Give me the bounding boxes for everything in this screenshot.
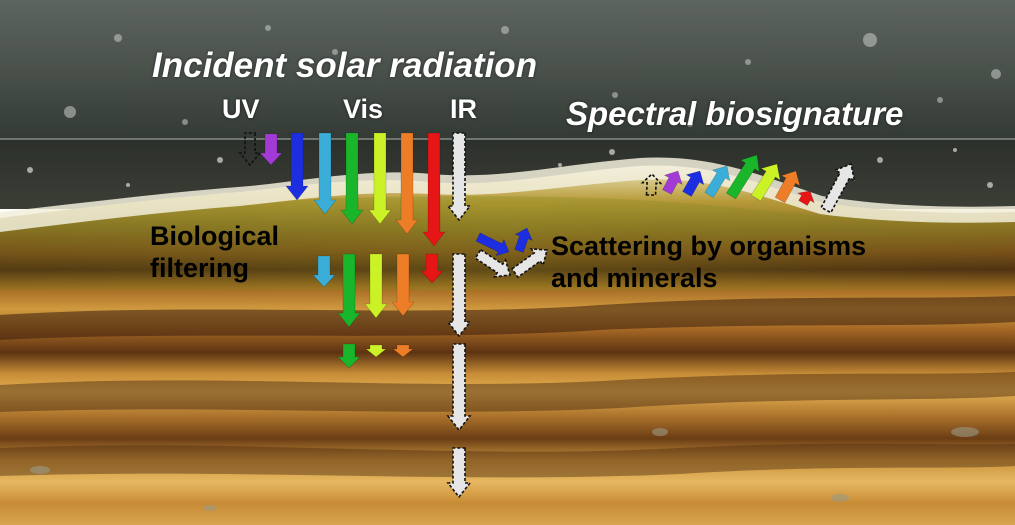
scatter-blue-out-arrow — [514, 227, 533, 253]
title-spectral-biosignature: Spectral biosignature — [566, 95, 904, 132]
deep-yellowgreen-arrow — [365, 344, 387, 358]
incident-uv-violet-arrow — [259, 133, 283, 166]
incident-blue-arrow — [285, 132, 309, 201]
filtered-red-arrow — [420, 253, 444, 284]
band-label-vis: Vis — [343, 94, 384, 124]
incident-uv-outline-arrow — [238, 132, 262, 167]
label-scattering-line1: Scattering by organisms — [551, 231, 867, 261]
title-incident-solar-radiation: Incident solar radiation — [152, 46, 538, 85]
signature-uv-outline-arrow — [640, 172, 663, 197]
signature-cyan-arrow — [704, 165, 731, 199]
mat-grey-inclusions — [30, 427, 979, 511]
label-scattering: Scattering by organisms and minerals — [551, 230, 866, 294]
filtered-ir-arrow-2 — [446, 343, 472, 432]
label-scattering-line2: and minerals — [551, 263, 718, 293]
signature-orange-arrow — [774, 170, 801, 204]
label-biological-line2: filtering — [150, 253, 249, 283]
filtered-arrows — [312, 253, 472, 499]
filtered-cyan-arrow — [312, 255, 336, 288]
water-layer — [0, 0, 1015, 140]
incident-green-arrow — [340, 132, 364, 225]
water-bubbles — [64, 25, 1001, 127]
incident-cyan-arrow — [313, 132, 337, 215]
band-label-ir: IR — [450, 94, 477, 124]
incident-orange-arrow — [395, 132, 419, 235]
filtered-ir-arrow-1 — [446, 253, 472, 338]
signature-ir-arrow — [820, 162, 856, 214]
incident-red-arrow — [422, 132, 446, 247]
mat-band-dark-2 — [0, 372, 1015, 412]
spectral-biosignature-arrows — [640, 154, 856, 214]
scatter-ir-out-arrow — [510, 247, 549, 279]
mat-band-dark-3 — [0, 443, 1015, 478]
scatter-blue-in-arrow — [475, 232, 510, 257]
signature-yellowgreen-arrow — [750, 163, 781, 202]
band-label-uv: UV — [222, 94, 260, 124]
mat-green-tint — [0, 196, 1015, 290]
scatter-ir-in-arrow — [474, 248, 512, 278]
signature-red-arrow — [796, 190, 815, 206]
label-biological-filtering: Biological filtering — [150, 220, 279, 284]
surface-specks — [27, 148, 993, 188]
filtered-orange-arrow — [391, 253, 415, 317]
incident-arrows — [238, 132, 472, 247]
signature-blue-arrow — [682, 170, 705, 197]
signature-green-arrow — [725, 154, 760, 200]
filtered-yellowgreen-arrow — [364, 253, 388, 319]
incident-ir-arrow — [446, 132, 472, 222]
deep-green-arrow — [337, 343, 361, 369]
mat-crust-white — [0, 157, 1015, 232]
incident-yellowgreen-arrow — [368, 132, 392, 225]
filtered-ir-arrow-3 — [446, 447, 472, 499]
scattering-arrows — [474, 227, 549, 279]
deep-orange-arrow — [392, 344, 414, 358]
signature-uv-violet-arrow — [662, 170, 683, 195]
label-biological-line1: Biological — [150, 221, 280, 251]
filtered-green-arrow — [337, 253, 361, 328]
mat-band-dark-1 — [0, 296, 1015, 340]
